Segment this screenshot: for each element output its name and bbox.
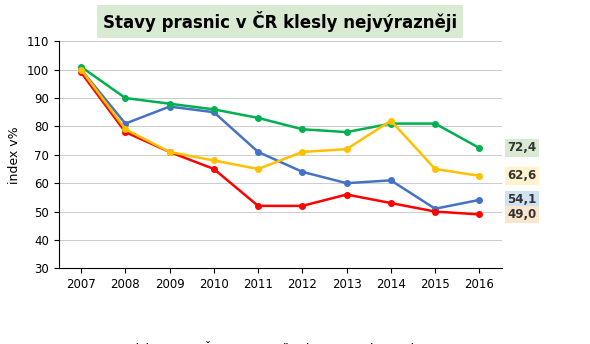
Polsko <box>299 170 306 174</box>
Slovensko <box>299 150 306 154</box>
Text: 54,1: 54,1 <box>507 193 536 206</box>
Maďarsko <box>210 107 217 111</box>
Slovensko <box>77 67 85 72</box>
ČR <box>255 204 262 208</box>
Line: ČR: ČR <box>78 70 482 217</box>
Slovensko <box>255 167 262 171</box>
Text: 49,0: 49,0 <box>507 208 536 221</box>
Maďarsko <box>387 121 394 126</box>
Maďarsko <box>166 101 173 106</box>
ČR <box>343 192 350 196</box>
Text: Stavy prasnic v ČR klesly nejvýrazněji: Stavy prasnic v ČR klesly nejvýrazněji <box>103 11 457 32</box>
Slovensko <box>122 127 129 131</box>
Maďarsko <box>77 65 85 69</box>
Maďarsko <box>255 116 262 120</box>
ČR <box>166 150 173 154</box>
Slovensko <box>343 147 350 151</box>
Slovensko <box>387 119 394 123</box>
Polsko <box>122 121 129 126</box>
Polsko <box>476 198 483 202</box>
Polsko <box>255 150 262 154</box>
Maďarsko <box>299 127 306 131</box>
ČR <box>299 204 306 208</box>
ČR <box>77 71 85 75</box>
Line: Maďarsko: Maďarsko <box>78 64 482 151</box>
Polsko <box>431 207 438 211</box>
Slovensko <box>476 174 483 178</box>
Polsko <box>77 67 85 72</box>
Maďarsko <box>476 146 483 150</box>
ČR <box>210 167 217 171</box>
Polsko <box>387 178 394 182</box>
Polsko <box>343 181 350 185</box>
Maďarsko <box>431 121 438 126</box>
Slovensko <box>166 150 173 154</box>
Maďarsko <box>122 96 129 100</box>
Legend: Polsko, ČR, Maďarsko, Slovensko: Polsko, ČR, Maďarsko, Slovensko <box>86 338 431 344</box>
Polsko <box>166 105 173 109</box>
Slovensko <box>210 158 217 163</box>
ČR <box>122 130 129 134</box>
ČR <box>387 201 394 205</box>
Polsko <box>210 110 217 114</box>
Text: 72,4: 72,4 <box>507 141 536 154</box>
Line: Slovensko: Slovensko <box>78 67 482 179</box>
Maďarsko <box>343 130 350 134</box>
Y-axis label: index v%: index v% <box>8 126 21 184</box>
Text: 62,6: 62,6 <box>507 169 536 182</box>
ČR <box>431 209 438 214</box>
Slovensko <box>431 167 438 171</box>
Line: Polsko: Polsko <box>78 67 482 212</box>
ČR <box>476 212 483 216</box>
